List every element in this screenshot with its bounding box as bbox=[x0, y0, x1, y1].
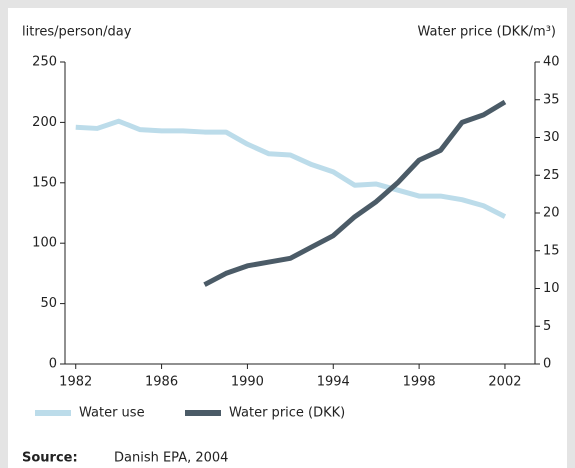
y-tick-label: 150 bbox=[32, 175, 57, 190]
y2-tick-label: 20 bbox=[543, 206, 560, 221]
x-tick-label: 1990 bbox=[231, 375, 264, 390]
y-tick-label: 250 bbox=[32, 55, 57, 70]
y-tick-label: 50 bbox=[40, 296, 57, 311]
series-line bbox=[203, 99, 507, 287]
x-tick-label: 1994 bbox=[317, 375, 350, 390]
legend-label: Water use bbox=[79, 406, 145, 421]
y-tick-label: 0 bbox=[49, 357, 57, 372]
y2-axis-title: Water price (DKK/m³) bbox=[417, 25, 556, 40]
y-axis-title: litres/person/day bbox=[22, 25, 132, 40]
x-tick-label: 1982 bbox=[59, 375, 92, 390]
x-tick-label: 1986 bbox=[145, 375, 178, 390]
source: Danish EPA, 2004 bbox=[114, 451, 228, 466]
y-tick-label: 100 bbox=[32, 236, 57, 251]
y2-tick-label: 30 bbox=[543, 130, 560, 145]
x-tick-label: 2002 bbox=[488, 375, 521, 390]
source-label: Source: bbox=[22, 451, 78, 466]
y2-tick-label: 15 bbox=[543, 243, 560, 258]
y2-tick-label: 35 bbox=[543, 92, 560, 107]
x-tick-label: 1998 bbox=[403, 375, 436, 390]
y2-tick-label: 0 bbox=[543, 357, 551, 372]
y2-tick-label: 25 bbox=[543, 168, 560, 183]
legend-label: Water price (DKK) bbox=[229, 406, 345, 421]
y-tick-label: 200 bbox=[32, 115, 57, 130]
y2-tick-label: 5 bbox=[543, 319, 551, 334]
series-line bbox=[75, 118, 507, 219]
y2-tick-label: 10 bbox=[543, 281, 560, 296]
y2-tick-label: 40 bbox=[543, 55, 560, 70]
panel bbox=[8, 8, 567, 468]
